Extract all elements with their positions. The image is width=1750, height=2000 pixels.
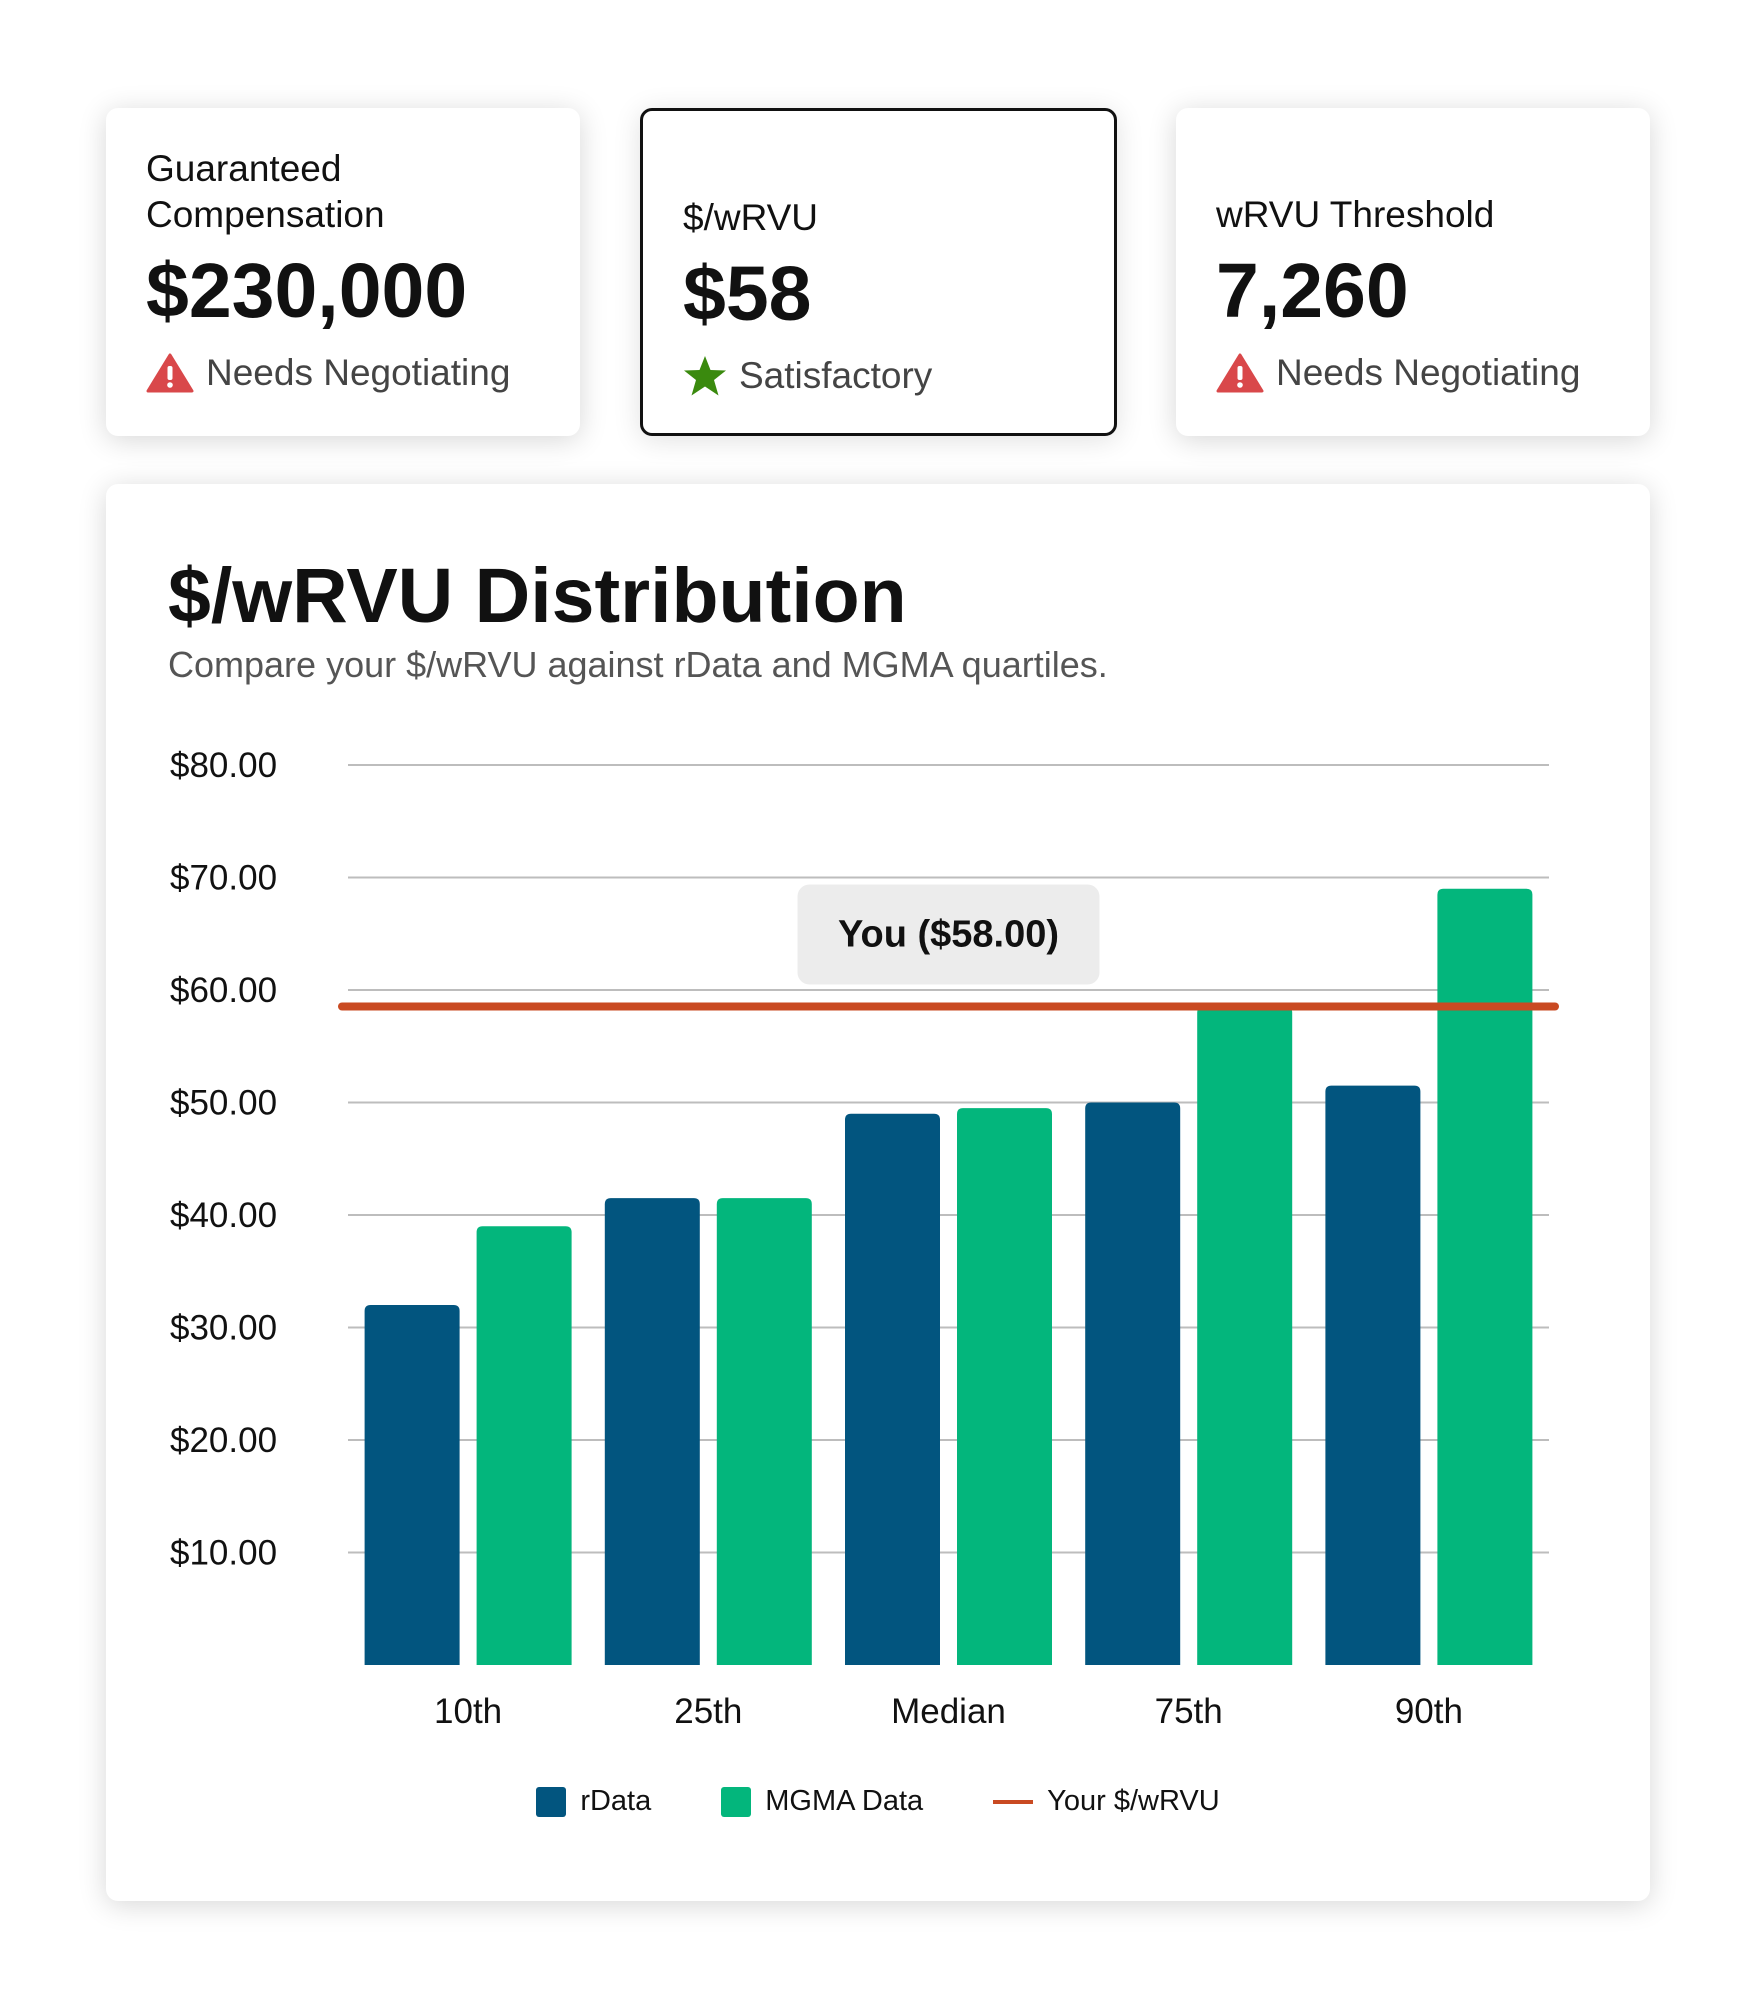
kpi-card-dollars-per-wrvu[interactable]: $/wRVU $58 Satisfactory bbox=[640, 108, 1117, 436]
y-tick-label: $70.00 bbox=[170, 859, 277, 898]
kpi-value: $230,000 bbox=[146, 248, 468, 334]
kpi-label: wRVU Threshold bbox=[1216, 194, 1495, 235]
bar-mgma-data bbox=[1197, 1006, 1293, 1665]
kpi-status: Needs Negotiating bbox=[146, 352, 540, 394]
kpi-value: $58 bbox=[683, 251, 812, 337]
kpi-status-text: Needs Negotiating bbox=[1276, 352, 1581, 393]
kpi-card-guaranteed-compensation[interactable]: Guaranteed Compensation $230,000 Needs N… bbox=[106, 108, 580, 436]
kpi-value: 7,260 bbox=[1216, 248, 1409, 334]
legend-swatch bbox=[721, 1786, 752, 1817]
y-tick-label: $60.00 bbox=[170, 971, 277, 1010]
kpi-status-text: Satisfactory bbox=[739, 355, 933, 396]
bar-rdata bbox=[1325, 1085, 1421, 1665]
kpi-card-wrvu-threshold[interactable]: wRVU Threshold 7,260 Needs Negotiating bbox=[1176, 108, 1650, 436]
x-tick-label: 75th bbox=[1155, 1692, 1223, 1731]
kpi-status: Needs Negotiating bbox=[1216, 352, 1610, 394]
reference-label-box bbox=[797, 884, 1100, 985]
bar-rdata bbox=[364, 1305, 460, 1665]
bar-chart: $10.00 $20.00 $30.00 $40.00 $50.00 $60.00 $70.… bbox=[170, 746, 1559, 1731]
chart-subtitle: Compare your $/wRVU against rData and MG… bbox=[168, 644, 1108, 685]
legend-label: rData bbox=[580, 1785, 652, 1817]
bar-mgma-data bbox=[716, 1198, 812, 1665]
y-tick-label: $20.00 bbox=[170, 1421, 277, 1460]
y-tick-label: $10.00 bbox=[170, 1534, 277, 1573]
star-icon bbox=[684, 356, 726, 396]
legend-swatch bbox=[536, 1786, 567, 1817]
x-tick-label: 90th bbox=[1395, 1692, 1463, 1731]
kpi-label: Guaranteed Compensation bbox=[146, 148, 385, 235]
x-tick-label: 25th bbox=[674, 1692, 742, 1731]
bar-mgma-data bbox=[1437, 888, 1533, 1665]
warning-triangle-icon bbox=[146, 353, 194, 393]
bar-mgma-data bbox=[476, 1226, 572, 1665]
x-tick-label: Median bbox=[891, 1692, 1006, 1731]
chart-title: $/wRVU Distribution bbox=[168, 553, 907, 639]
legend-item-mgma[interactable]: MGMA Data bbox=[721, 1785, 923, 1818]
bar-rdata bbox=[1085, 1102, 1181, 1665]
y-tick-label: $30.00 bbox=[170, 1309, 277, 1348]
warning-triangle-icon bbox=[1216, 353, 1264, 393]
bar-rdata bbox=[604, 1198, 700, 1665]
reference-label: You ($58.00) bbox=[838, 914, 1059, 956]
chart-legend: rData MGMA Data Your $/wRVU bbox=[106, 1785, 1650, 1818]
y-tick-label: $50.00 bbox=[170, 1084, 277, 1123]
bar-rdata bbox=[845, 1113, 940, 1665]
bar-mgma-data bbox=[957, 1108, 1052, 1665]
x-tick-label: 10th bbox=[434, 1692, 502, 1731]
kpi-status: Satisfactory bbox=[683, 355, 1074, 397]
kpi-status-text: Needs Negotiating bbox=[206, 352, 511, 393]
kpi-label: $/wRVU bbox=[683, 197, 819, 238]
y-tick-label: $80.00 bbox=[170, 746, 277, 785]
legend-item-your-wrvu[interactable]: Your $/wRVU bbox=[993, 1785, 1220, 1818]
legend-label: MGMA Data bbox=[765, 1785, 924, 1817]
chart-card: $/wRVU Distribution Compare your $/wRVU … bbox=[106, 484, 1650, 1901]
legend-line bbox=[993, 1799, 1034, 1804]
y-tick-label: $40.00 bbox=[170, 1196, 277, 1235]
legend-label: Your $/wRVU bbox=[1047, 1785, 1220, 1817]
legend-item-rdata[interactable]: rData bbox=[536, 1785, 651, 1818]
